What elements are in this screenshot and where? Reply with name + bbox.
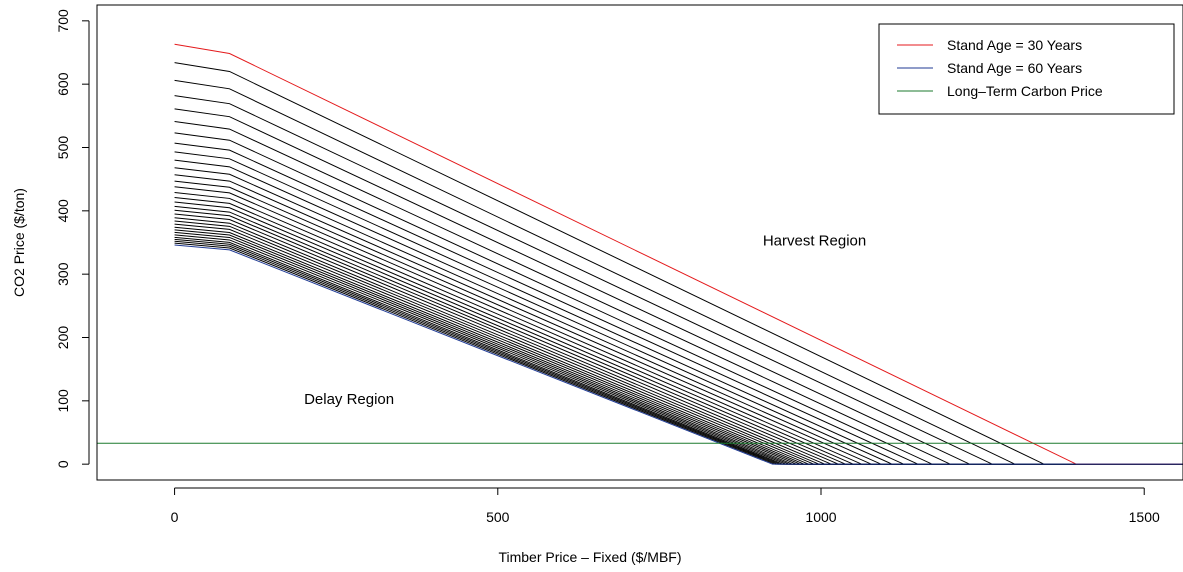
x-tick-label-0: 0 (171, 509, 179, 525)
delay-region-label: Delay Region (304, 391, 394, 408)
x-tick-label-1500: 1500 (1129, 509, 1160, 525)
harvest-region-label: Harvest Region (763, 233, 866, 250)
x-axis-label: Timber Price – Fixed ($/MBF) (498, 549, 681, 565)
axes-layer: 0 500 1000 1500 0 100 200 300 400 500 600 700 (55, 9, 1160, 525)
legend-label-stand-age-60: Stand Age = 60 Years (947, 60, 1082, 76)
y-tick-label-600: 600 (55, 72, 71, 96)
y-tick-label-100: 100 (55, 389, 71, 413)
legend: Stand Age = 30 Years Stand Age = 60 Year… (878, 23, 1175, 115)
y-tick-label-700: 700 (55, 9, 71, 33)
legend-label-stand-age-30: Stand Age = 30 Years (947, 37, 1082, 53)
series-line-stand-age-60-years (174, 244, 1183, 465)
plot-frame (96, 4, 1183, 481)
legend-label-long-term-carbon-price: Long–Term Carbon Price (947, 83, 1103, 99)
y-tick-label-500: 500 (55, 136, 71, 160)
y-axis-label: CO2 Price ($/ton) (11, 188, 27, 297)
x-tick-label-500: 500 (486, 509, 510, 525)
y-tick-label-400: 400 (55, 199, 71, 223)
y-tick-label-200: 200 (55, 326, 71, 350)
x-tick-label-1000: 1000 (805, 509, 836, 525)
series-layer (174, 43, 1183, 465)
legend-box (878, 23, 1175, 115)
y-tick-label-0: 0 (55, 460, 71, 468)
y-tick-label-300: 300 (55, 262, 71, 286)
